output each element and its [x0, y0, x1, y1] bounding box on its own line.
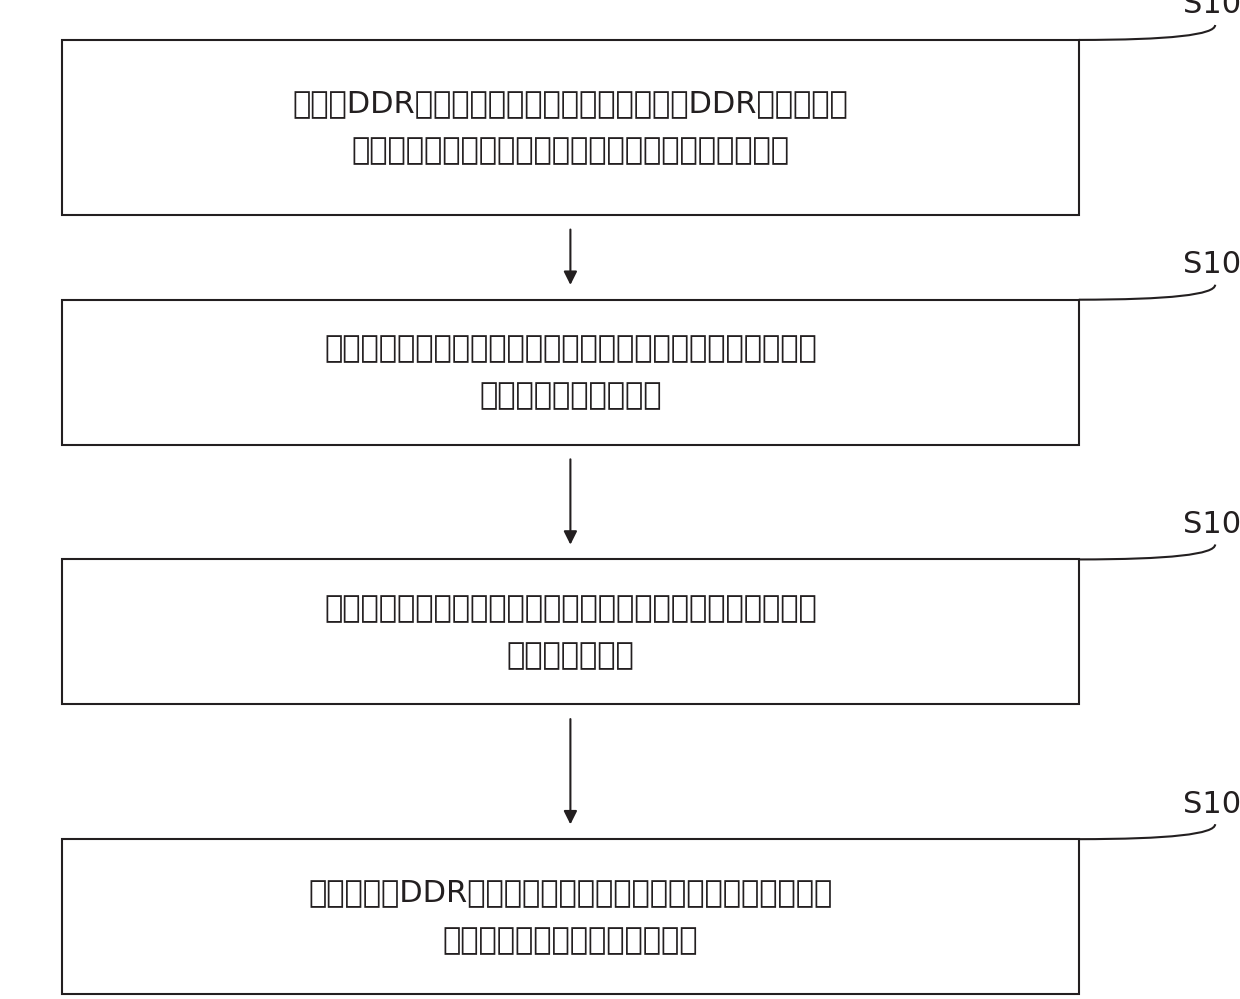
Text: S104: S104 — [1183, 789, 1240, 819]
Text: 对所述DDR电路进行布局布线设计，得到所述DDR电路的走线
结构；其中，所述走线结构包括信号走线层和参考平面: 对所述DDR电路进行布局布线设计，得到所述DDR电路的走线 结构；其中，所述走线… — [293, 89, 848, 166]
Bar — [62, 559, 1079, 704]
Text: 返回对所述DDR电路进行布局布线设计，将所述参考平面的所
述走线位置处挖空所述栖空面积: 返回对所述DDR电路进行布局布线设计，将所述参考平面的所 述走线位置处挖空所述栖… — [309, 878, 832, 955]
Text: S102: S102 — [1183, 250, 1240, 280]
Text: 确定所述信号走线层中阙抗值低于预设阙抗阀值的走线位置和
所述走线位置的阙抗值: 确定所述信号走线层中阙抗值低于预设阙抗阀值的走线位置和 所述走线位置的阙抗值 — [324, 334, 817, 411]
Text: S103: S103 — [1183, 509, 1240, 539]
Text: S101: S101 — [1183, 0, 1240, 20]
Bar — [62, 40, 1079, 215]
Bar — [62, 839, 1079, 994]
Bar — [62, 300, 1079, 445]
Text: 根据所述走线位置的阙抗值，确定所述参考平面的所述走线位
置处的挖空面积: 根据所述走线位置的阙抗值，确定所述参考平面的所述走线位 置处的挖空面积 — [324, 593, 817, 670]
